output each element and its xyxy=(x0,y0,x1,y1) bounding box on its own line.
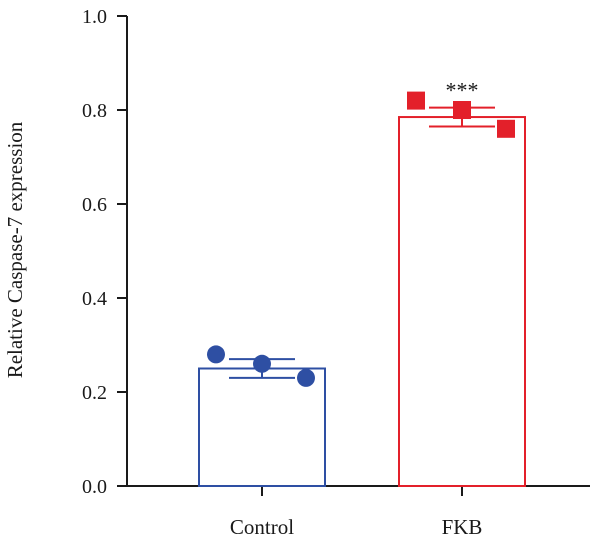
y-axis-title: Relative Caspase-7 expression xyxy=(3,121,27,378)
data-point xyxy=(253,354,271,373)
x-axis: Control FKB xyxy=(127,485,590,539)
y-tick-label: 0.4 xyxy=(82,288,107,310)
x-tick-label: FKB xyxy=(442,515,483,539)
y-tick-label: 0.0 xyxy=(82,476,107,498)
data-point xyxy=(207,345,225,364)
bar xyxy=(398,116,526,488)
data-point xyxy=(297,368,315,387)
y-tick-label: 0.2 xyxy=(82,382,107,404)
data-point xyxy=(453,101,471,119)
data-point xyxy=(497,119,515,138)
significance-annotation: *** xyxy=(446,78,479,103)
y-tick-label: 0.6 xyxy=(82,194,107,216)
annotations-layer: *** xyxy=(446,78,479,103)
x-tick-label: Control xyxy=(230,515,294,539)
data-point xyxy=(407,91,425,110)
bars-layer xyxy=(198,116,526,488)
y-tick-label: 1.0 xyxy=(82,6,107,28)
y-tick-label: 0.8 xyxy=(82,100,107,122)
y-axis: 0.0 0.2 0.4 0.6 0.8 1.0 xyxy=(82,6,128,498)
data-points-layer xyxy=(207,91,515,387)
